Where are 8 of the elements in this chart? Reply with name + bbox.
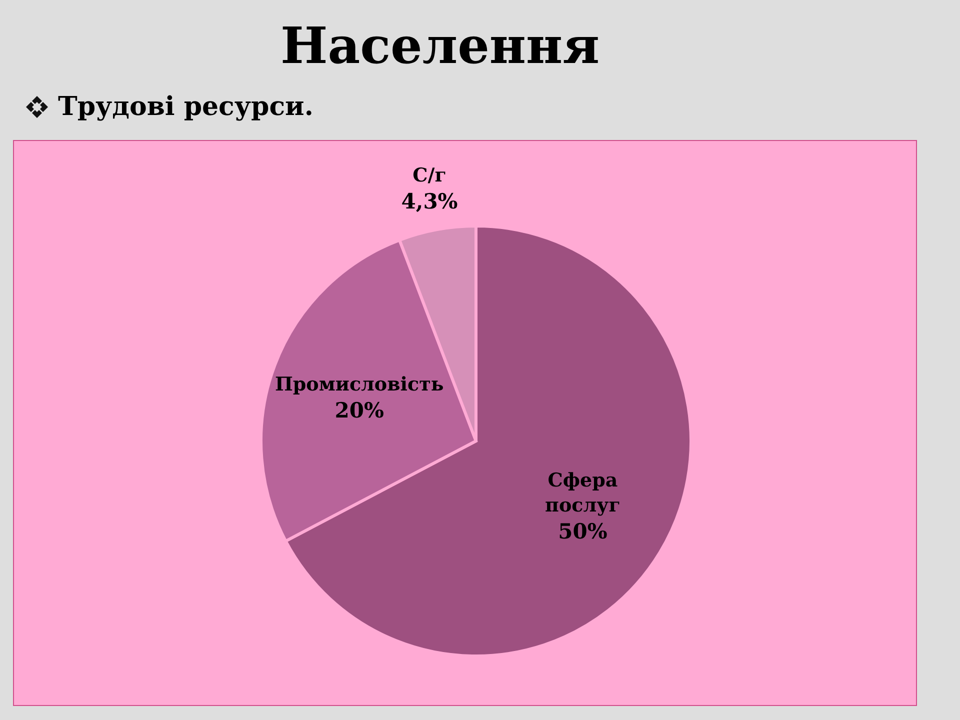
chart-title: Населення (279, 15, 601, 77)
data-label: 20% (334, 396, 384, 422)
chart-subtitle: Трудові ресурси. (58, 91, 314, 124)
slice-label: Промисловість (274, 373, 444, 396)
slice-label: Сфера послуг (545, 469, 620, 516)
data-label: 4,3% (401, 188, 458, 214)
slice-label: С/г (412, 164, 446, 187)
data-label: 50% (558, 518, 608, 543)
